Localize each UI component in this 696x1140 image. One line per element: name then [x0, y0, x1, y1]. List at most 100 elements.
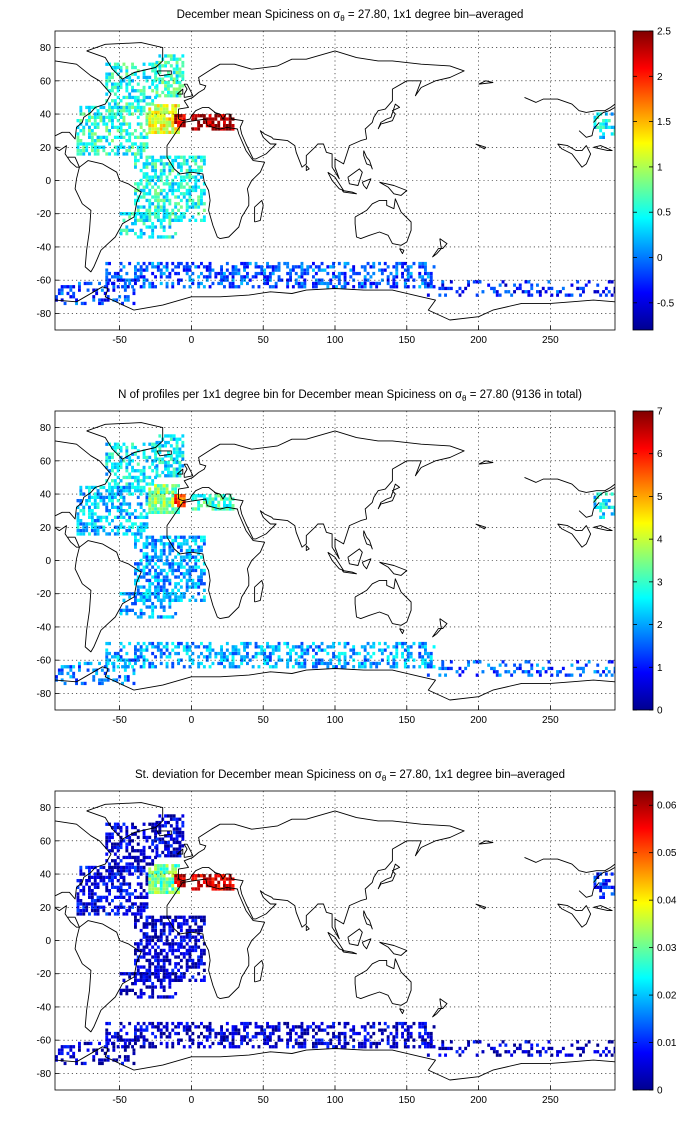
data-cell [343, 265, 347, 269]
coastline [347, 548, 363, 566]
data-cell [179, 535, 183, 539]
data-cell [607, 505, 611, 509]
data-cell [132, 1048, 136, 1052]
data-cell [171, 870, 175, 874]
data-cell [112, 668, 116, 672]
data-cell [326, 661, 330, 666]
data-cell [92, 298, 96, 302]
data-cell [134, 1028, 137, 1032]
data-cell [156, 864, 160, 868]
data-cell [164, 440, 167, 445]
data-cell [294, 281, 298, 286]
data-cell [98, 301, 101, 306]
data-cell [98, 1041, 101, 1046]
data-cell [202, 598, 206, 602]
data-cell [128, 908, 132, 913]
data-cell [426, 1041, 430, 1046]
data-cell [386, 265, 390, 269]
data-cell [122, 822, 126, 826]
data-cell [179, 155, 183, 159]
data-cell [136, 1028, 140, 1032]
data-cell [92, 1055, 96, 1059]
data-cell [243, 648, 246, 652]
coastline [524, 96, 615, 113]
data-cell [492, 1046, 496, 1051]
data-cell [306, 645, 310, 649]
data-cell [197, 205, 201, 209]
data-cell [211, 124, 215, 128]
coastline [178, 430, 465, 560]
data-cell [536, 283, 539, 287]
data-cell [155, 87, 159, 91]
data-cell [158, 447, 162, 451]
data-cell [154, 578, 157, 583]
data-cell [99, 865, 103, 870]
data-cell [122, 592, 126, 596]
data-cell [155, 464, 159, 468]
data-cell [286, 661, 290, 666]
data-cell [294, 1025, 298, 1029]
data-cell [231, 124, 235, 128]
data-cell [175, 834, 179, 838]
data-cell [122, 278, 126, 282]
data-cell [162, 890, 166, 894]
data-cell [179, 978, 183, 982]
data-cell [154, 605, 157, 609]
data-cell [317, 268, 321, 272]
data-cell [343, 1045, 347, 1049]
data-cell [527, 673, 531, 677]
data-cell [556, 293, 559, 297]
data-cell [202, 1025, 206, 1029]
data-cell [156, 995, 160, 999]
data-cell [122, 905, 126, 909]
data-cell [142, 935, 146, 939]
data-cell [169, 84, 173, 88]
data-cell [168, 155, 172, 159]
data-cell [142, 85, 146, 90]
data-cell [111, 462, 114, 466]
data-cell [145, 872, 149, 876]
data-cell [159, 978, 163, 982]
data-cell [148, 188, 152, 193]
data-cell [145, 142, 149, 146]
data-cell [240, 641, 244, 646]
data-cell [228, 651, 232, 656]
data-cell [175, 444, 179, 448]
data-cell [136, 502, 140, 506]
data-cell [116, 82, 120, 86]
data-cell [171, 120, 175, 124]
data-cell [337, 275, 341, 279]
data-cell [96, 122, 100, 126]
data-cell [105, 1028, 109, 1032]
data-cell [200, 598, 203, 602]
data-cell [122, 515, 126, 519]
data-cell [274, 268, 278, 272]
data-cell [246, 1025, 249, 1029]
data-cell [148, 665, 152, 669]
data-cell [169, 474, 173, 478]
data-cell [162, 215, 166, 219]
data-cell [134, 948, 137, 953]
data-cell [136, 955, 140, 959]
data-cell [418, 285, 422, 289]
data-cell [346, 661, 350, 666]
data-cell [191, 958, 195, 963]
data-cell [326, 651, 330, 656]
data-cell [142, 598, 146, 602]
data-cell [154, 195, 157, 199]
data-cell [406, 268, 410, 272]
coastline [347, 168, 363, 186]
data-cell [363, 645, 367, 649]
data-cell [148, 585, 152, 589]
x-tick-label: 100 [327, 335, 344, 346]
data-cell [200, 218, 203, 222]
data-cell [142, 449, 146, 453]
data-cell [122, 212, 126, 216]
data-cell [401, 651, 404, 656]
data-cell [167, 94, 170, 98]
coastline [341, 190, 357, 195]
data-cell [164, 434, 167, 438]
data-cell [352, 1045, 356, 1049]
data-cell [139, 955, 143, 959]
data-cell [82, 148, 86, 153]
